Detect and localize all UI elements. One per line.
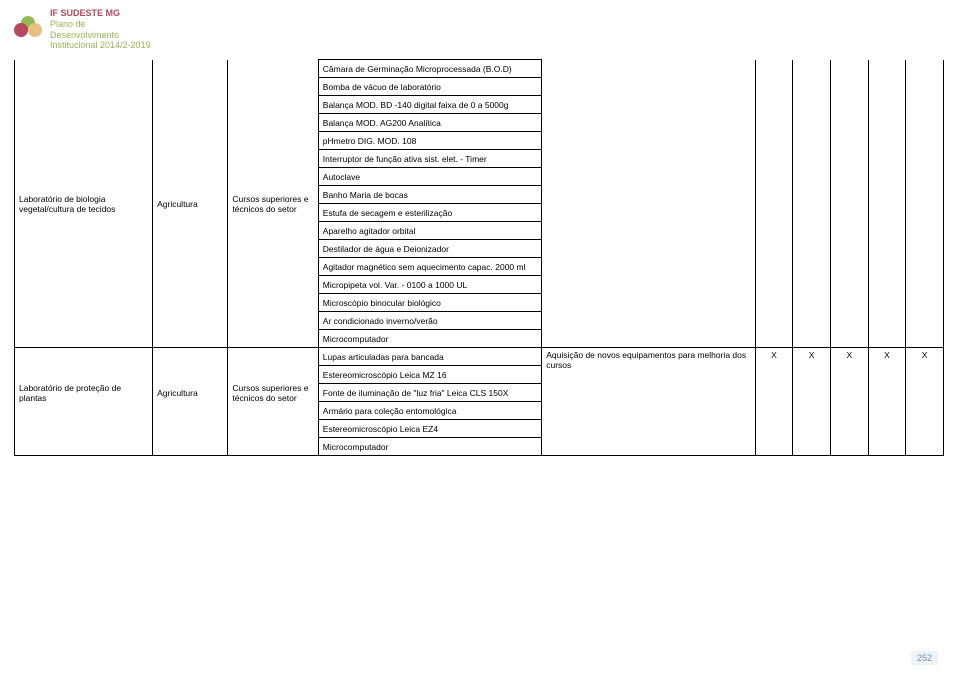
table-row: Câmara de Germinação Microprocessada (B.… xyxy=(15,60,944,78)
table-row: Micropipeta vol. Var. - 0100 a 1000 UL xyxy=(15,276,944,294)
table-row: Balança MOD. BD -140 digital faixa de 0 … xyxy=(15,96,944,114)
cell-x: X xyxy=(793,348,831,456)
table-row: Microscópio binocular biológico xyxy=(15,294,944,312)
cell-x: X xyxy=(868,348,906,456)
header-title2: Desenvolvimento xyxy=(50,30,151,41)
table-row: Bomba de vácuo de laboratório xyxy=(15,78,944,96)
cell-x: X xyxy=(906,348,944,456)
table-row: Lupas articuladas para bancada Aquisição… xyxy=(15,348,944,366)
cell-curso: Cursos superiores e técnicos do setor xyxy=(228,366,318,420)
cell-item: Autoclave xyxy=(318,168,541,186)
table-row: Destilador de água e Deionizador xyxy=(15,240,944,258)
cell-item: Banho Maria de bocas xyxy=(318,186,541,204)
cell-item: Agitador magnético sem aquecimento capac… xyxy=(318,258,541,276)
cell-item: Balança MOD. AG200 Analítica xyxy=(318,114,541,132)
cell-item: Câmara de Germinação Microprocessada (B.… xyxy=(318,60,541,78)
header-topline: IF SUDESTE MG xyxy=(50,8,151,19)
table-row: Ar condicionado inverno/verão xyxy=(15,312,944,330)
cell-item: Balança MOD. BD -140 digital faixa de 0 … xyxy=(318,96,541,114)
header-text: IF SUDESTE MG Plano de Desenvolvimento I… xyxy=(50,8,151,51)
cell-item: Armário para coleção entomológica xyxy=(318,402,541,420)
cell-item: Microcomputador xyxy=(318,438,541,456)
table-row: Balança MOD. AG200 Analítica xyxy=(15,114,944,132)
cell-item: Estufa de secagem e esterilização xyxy=(318,204,541,222)
cell-item: Microcomputador xyxy=(318,330,541,348)
table-row: Laboratório de biologia vegetal/cultura … xyxy=(15,168,944,186)
cell-item: Estereomicroscópio Leica MZ 16 xyxy=(318,366,541,384)
cell-lab: Laboratório de proteção de plantas xyxy=(15,366,153,420)
cell-item: Micropipeta vol. Var. - 0100 a 1000 UL xyxy=(318,276,541,294)
cell-item: Ar condicionado inverno/verão xyxy=(318,312,541,330)
main-table: Câmara de Germinação Microprocessada (B.… xyxy=(14,59,944,456)
cell-item: Lupas articuladas para bancada xyxy=(318,348,541,366)
cell-item: Destilador de água e Deionizador xyxy=(318,240,541,258)
cell-area: Agricultura xyxy=(153,168,228,240)
logo xyxy=(14,16,42,44)
cell-aquisicao: Aquisição de novos equipamentos para mel… xyxy=(542,348,755,456)
header-title1: Plano de xyxy=(50,19,151,30)
header-title3: Institucional 2014/2-2019 xyxy=(50,40,151,51)
table-row: Microcomputador xyxy=(15,330,944,348)
cell-item: Estereomicroscópio Leica EZ4 xyxy=(318,420,541,438)
page-number: 252 xyxy=(911,651,938,665)
cell-item: Microscópio binocular biológico xyxy=(318,294,541,312)
cell-item: Bomba de vácuo de laboratório xyxy=(318,78,541,96)
table-row: Interruptor de função ativa sist. elet. … xyxy=(15,150,944,168)
cell-item: pHmetro DIG. MOD. 108 xyxy=(318,132,541,150)
page-header: IF SUDESTE MG Plano de Desenvolvimento I… xyxy=(0,0,960,53)
cell-item: Aparelho agitador orbital xyxy=(318,222,541,240)
cell-x: X xyxy=(755,348,793,456)
cell-x: X xyxy=(830,348,868,456)
cell-item: Fonte de iluminação de "luz fria" Leica … xyxy=(318,384,541,402)
cell-curso: Cursos superiores e técnicos do setor xyxy=(228,168,318,240)
cell-item: Interruptor de função ativa sist. elet. … xyxy=(318,150,541,168)
cell-area: Agricultura xyxy=(153,366,228,420)
table-row: Agitador magnético sem aquecimento capac… xyxy=(15,258,944,276)
cell-lab: Laboratório de biologia vegetal/cultura … xyxy=(15,168,153,240)
table-row: pHmetro DIG. MOD. 108 xyxy=(15,132,944,150)
